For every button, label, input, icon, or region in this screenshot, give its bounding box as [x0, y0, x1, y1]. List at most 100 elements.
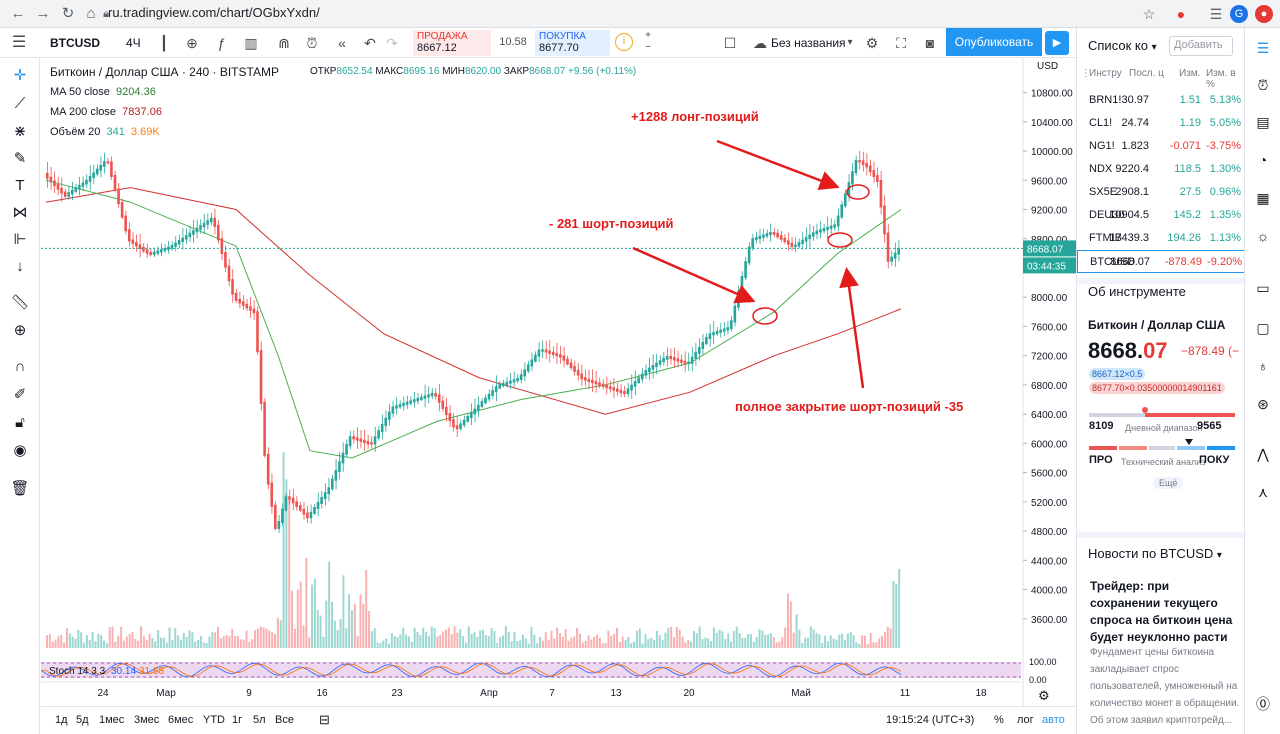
magnet-icon[interactable]: ∩ [14, 358, 26, 375]
reload-icon[interactable]: ↻ [61, 5, 75, 22]
undo-icon[interactable]: ↶ [364, 35, 376, 51]
watchlist-icon[interactable]: ☰ [1256, 40, 1270, 56]
buy-button[interactable]: ПОКУПКА 8677.70 [535, 30, 610, 56]
help-icon[interactable]: ⓪ [1256, 696, 1270, 712]
menu-icon[interactable]: ☰ [11, 34, 27, 51]
timeframe-1[interactable]: 5д [76, 714, 89, 726]
redo-icon[interactable]: ↷ [386, 35, 398, 51]
news-headline[interactable]: Трейдер: при сохранении текущего спроса … [1090, 579, 1233, 644]
brush-icon[interactable]: ✎ [13, 150, 27, 167]
extensions-icon[interactable]: ☰ [1209, 6, 1223, 22]
forward-icon[interactable]: → [35, 5, 51, 22]
timeframe-7[interactable]: 5л [253, 714, 266, 726]
watchlist-row[interactable]: BRN1! 30.97 1.51 5.13% [1077, 89, 1245, 112]
clock-readout[interactable]: 19:15:24 (UTC+3) [886, 714, 975, 726]
price-candle [163, 247, 167, 252]
symbol-search[interactable]: BTCUSD [50, 36, 100, 50]
star-icon[interactable]: ☆ [1142, 6, 1156, 22]
fullscreen-icon[interactable]: ⛶ [896, 35, 906, 51]
financials-icon[interactable]: ▥ [244, 35, 258, 51]
streams-icon[interactable]: ♁ [1257, 358, 1269, 374]
compare-icon[interactable]: ⊕ [186, 35, 198, 51]
gear-icon[interactable]: ⚙ [865, 35, 879, 51]
watchlist-row[interactable]: CL1! 24.74 1.19 5.05% [1077, 112, 1245, 135]
prediction-icon[interactable]: ⊩ [13, 231, 27, 248]
quantity-stepper[interactable]: + − [645, 30, 651, 53]
percent-toggle[interactable]: % [994, 714, 1004, 726]
more-button[interactable]: Ещё [1153, 477, 1184, 489]
watchlist-row[interactable]: NG1! 1.823 -0.071 -3.75% [1077, 135, 1245, 158]
pattern-icon[interactable]: ⋈ [12, 204, 28, 221]
price-candle [573, 366, 576, 372]
hotlists-icon[interactable]: ◔ [1258, 152, 1268, 168]
wl-header-percent[interactable]: Изм. в % [1206, 68, 1236, 90]
watchlist-title[interactable]: Список ко ▾ [1088, 38, 1157, 53]
price-candle [683, 360, 687, 365]
avatar[interactable]: G [1230, 5, 1248, 23]
unlock-icon[interactable]: 🔓︎ [15, 414, 25, 431]
play-icon[interactable]: ▶ [1045, 31, 1069, 55]
wl-header-change[interactable]: Изм. [1179, 68, 1201, 79]
publish-button[interactable]: Опубликовать [946, 28, 1042, 56]
date-range-icon[interactable]: ⊟ [319, 712, 330, 727]
watchlist-add-input[interactable]: Добавить [1169, 36, 1233, 56]
square-icon[interactable]: ☐ [723, 35, 737, 51]
extension-icon[interactable]: ● [1176, 6, 1186, 22]
chevron-down-icon[interactable]: ▾ [847, 37, 853, 48]
watchlist-row[interactable]: DEU30 10904.5 145.2 1.35% [1077, 204, 1245, 227]
info-icon[interactable]: i [615, 33, 633, 51]
trendline-icon[interactable]: ⟋ [14, 95, 26, 112]
alarm-icon[interactable]: ⏰︎ [1257, 77, 1269, 93]
indicators-icon[interactable]: ƒ [217, 35, 225, 51]
axis-settings-icon[interactable]: ⚙ [1038, 689, 1050, 704]
crosshair-icon[interactable]: ✛ [13, 67, 27, 84]
timeframe-3[interactable]: 3мес [134, 714, 160, 726]
watchlist-row[interactable]: SX5E 2908.1 27.5 0.96% [1077, 181, 1245, 204]
calendar-icon[interactable]: ▦ [1256, 190, 1270, 206]
camera-icon[interactable]: ◙ [925, 35, 935, 51]
candles-icon[interactable]: ┃ [159, 35, 169, 51]
templates-icon[interactable]: ⋒ [278, 35, 290, 51]
address-bar[interactable]: ru.tradingview.com/chart/OGbxYxdn/ [108, 5, 320, 20]
fib-icon[interactable]: ⋇ [13, 123, 27, 140]
timeframe-2[interactable]: 1мес [99, 714, 125, 726]
timeframe-5[interactable]: YTD [203, 714, 225, 726]
watchlist-row[interactable]: FTMIB 17439.3 194.26 1.13% [1077, 227, 1245, 250]
log-toggle[interactable]: лог [1017, 714, 1034, 726]
zoom-icon[interactable]: ⊕ [13, 322, 27, 339]
data-window-icon[interactable]: ▤ [1256, 114, 1270, 130]
order-panel-icon[interactable]: ⋏ [1257, 484, 1269, 500]
ideas-icon[interactable]: ☼ [1256, 228, 1270, 244]
opera-icon[interactable]: ● [1255, 5, 1273, 23]
pine-icon[interactable]: ⋀ [1257, 446, 1269, 462]
replay-icon[interactable]: « [338, 35, 346, 51]
watchlist-row[interactable]: NDX 9220.4 118.5 1.30% [1077, 158, 1245, 181]
messages-icon[interactable]: ▢ [1256, 320, 1270, 336]
timeframe-4[interactable]: 6мес [168, 714, 194, 726]
chat-icon[interactable]: ▭ [1256, 280, 1270, 296]
watchlist-row[interactable]: BTCUSD 8668.07 -878.49 -9.20% [1077, 250, 1245, 273]
text-icon[interactable]: T [15, 177, 25, 194]
lock-drawing-icon[interactable]: ✐ [13, 386, 27, 403]
wl-header-last[interactable]: Посл. ц [1129, 68, 1164, 79]
notifications-icon[interactable]: ⊛ [1257, 396, 1269, 412]
auto-toggle[interactable]: авто [1042, 714, 1065, 726]
alert-icon[interactable]: ⏰︎ [306, 35, 318, 51]
interval-button[interactable]: 4Ч [126, 36, 141, 50]
ruler-icon[interactable]: 📏︎ [10, 294, 30, 311]
cloud-icon[interactable]: ☁ [753, 35, 767, 51]
arrow-down-icon[interactable]: ↓ [16, 258, 24, 275]
chart-area[interactable]: 10800.00 10400.00 10000.00 9600.00 9200.00 88… [40, 58, 1076, 706]
news-title[interactable]: Новости по BTCUSD ▾ [1088, 546, 1222, 561]
wl-header-symbol[interactable]: Инстру [1089, 68, 1122, 79]
price-chart[interactable]: 10800.0010400.0010000.009600.009200.0088… [40, 58, 1076, 706]
timeframe-8[interactable]: Все [275, 714, 294, 726]
back-icon[interactable]: ← [10, 5, 26, 22]
timeframe-6[interactable]: 1г [232, 714, 243, 726]
eye-icon[interactable]: ◉ [13, 442, 27, 459]
sell-button[interactable]: ПРОДАЖА 8667.12 [413, 30, 491, 56]
layout-name[interactable]: Без названия [771, 36, 846, 50]
trash-icon[interactable]: 🗑︎ [10, 480, 30, 497]
home-icon[interactable]: ⌂ [86, 5, 96, 22]
timeframe-0[interactable]: 1д [55, 714, 68, 726]
